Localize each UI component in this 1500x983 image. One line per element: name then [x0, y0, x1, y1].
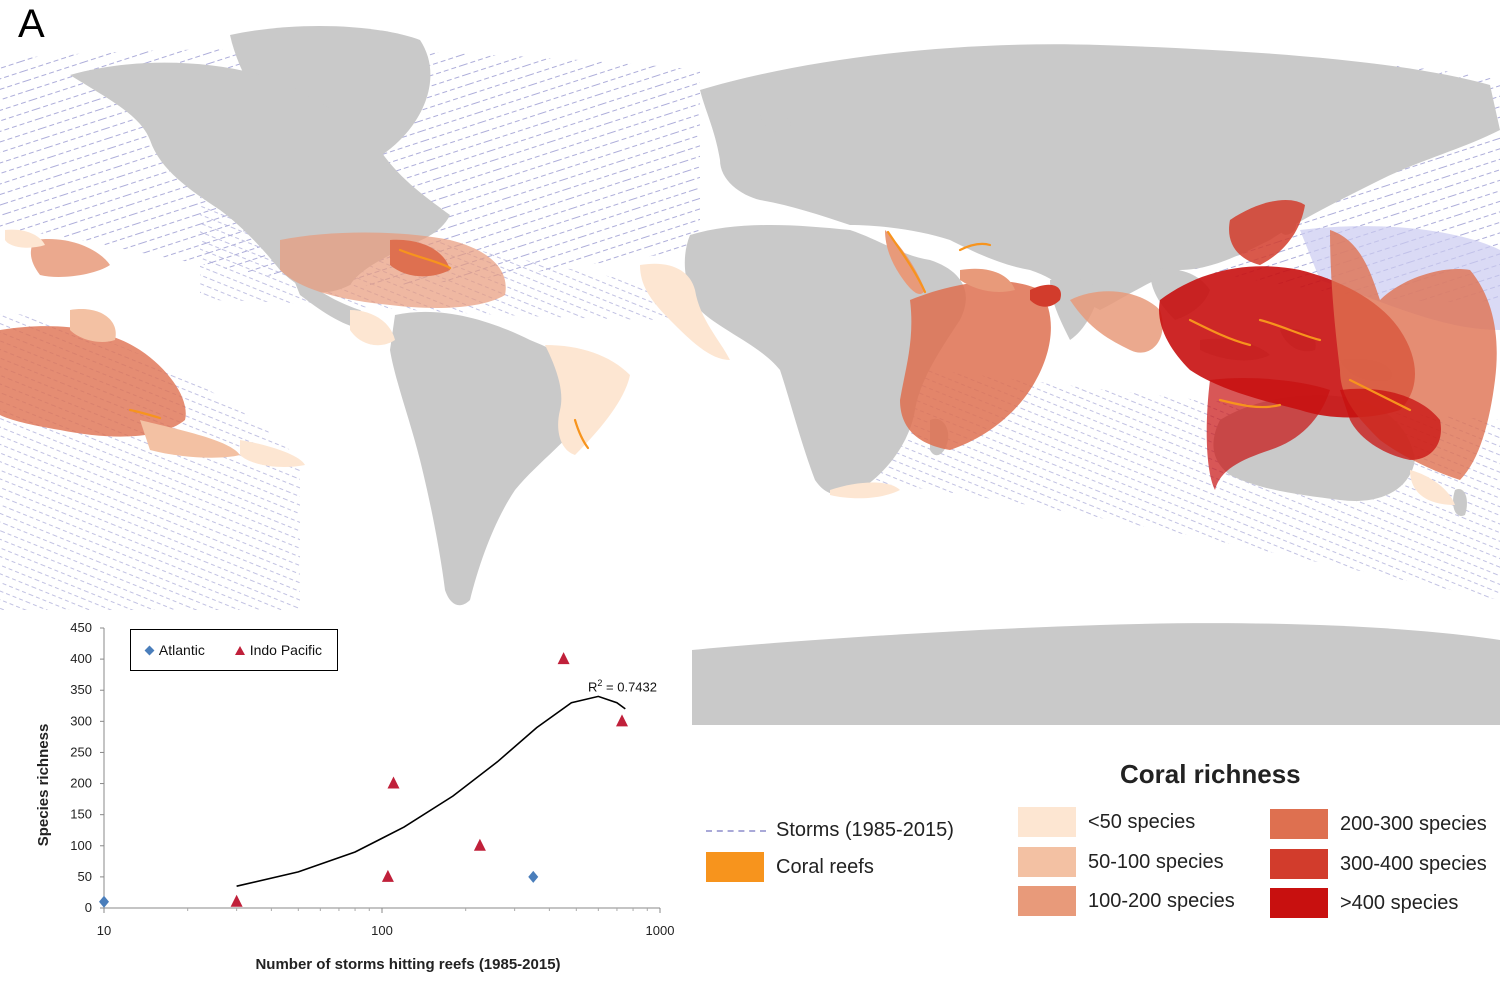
swatch-lt50: [1018, 807, 1076, 837]
swatch-50-100: [1018, 847, 1076, 877]
y-tick-label: 0: [85, 900, 92, 915]
legend-indo-pacific-label: Indo Pacific: [249, 642, 323, 658]
storm-dash-swatch: [706, 829, 766, 832]
legend-storms-label: Storms (1985-2015): [776, 819, 954, 841]
atlantic-point: [528, 870, 539, 883]
chart-background: [0, 610, 690, 983]
legend-class-200-300: 200-300 species: [1270, 809, 1487, 839]
y-axis-title: Species richness: [35, 724, 52, 847]
y-tick-label: 200: [70, 776, 92, 791]
x-tick-label: 100: [371, 923, 393, 938]
y-tick-label: 250: [70, 744, 92, 759]
plot-points: [99, 652, 629, 908]
legend-class-50-100: 50-100 species: [1018, 847, 1224, 877]
coral-richness-zones: [0, 200, 1497, 505]
indo-pacific-point: [381, 869, 394, 882]
x-tick-label: 10: [97, 923, 111, 938]
y-tick-label: 100: [70, 838, 92, 853]
atlantic-point: [99, 895, 109, 908]
swatch-gt400: [1270, 888, 1328, 918]
r2-value: = 0.7432: [606, 679, 657, 695]
r2-symbol: R: [588, 679, 598, 695]
r-squared-annotation: R2 = 0.7432: [588, 678, 657, 695]
swatch-300-400: [1270, 849, 1328, 879]
legend-class-100-200: 100-200 species: [1018, 886, 1235, 916]
swatch-100-200: [1018, 886, 1076, 916]
plot-ticks: 0 50 100 150 200 250 300 350 400 450 10 100 1000: [70, 620, 674, 938]
coral-reef-lines: [128, 230, 1412, 450]
reef-swatch: [706, 852, 764, 882]
legend-class-300-400: 300-400 species: [1270, 849, 1487, 879]
panel-a-label: A: [18, 2, 45, 46]
legend-class-label: >400 species: [1340, 891, 1459, 914]
y-tick-label: 150: [70, 807, 92, 822]
y-tick-label: 450: [70, 620, 92, 635]
legend-class-label: 300-400 species: [1340, 852, 1487, 875]
legend-indo-pacific: Indo Pacific: [234, 642, 323, 658]
legend-atlantic: Atlantic: [144, 642, 205, 658]
indo-pacific-point: [473, 838, 486, 851]
indo-pacific-point: [557, 652, 570, 665]
legend-title: Coral richness: [1120, 759, 1301, 789]
x-tick-label: 1000: [646, 923, 675, 938]
y-tick-label: 400: [70, 651, 92, 666]
triangle-marker-icon: [234, 645, 245, 655]
legend-class-label: 50-100 species: [1088, 850, 1224, 873]
legend-class-label: 100-200 species: [1088, 889, 1235, 912]
legend-atlantic-label: Atlantic: [158, 642, 205, 658]
indo-pacific-point: [230, 894, 243, 907]
y-tick-label: 300: [70, 713, 92, 728]
diamond-marker-icon: [144, 645, 155, 655]
map-legend: Coral richness Storms (1985-2015) Coral …: [700, 755, 1500, 983]
legend-reefs: Coral reefs: [706, 852, 874, 882]
legend-class-gt400: >400 species: [1270, 888, 1458, 918]
indo-pacific-point: [616, 714, 629, 727]
x-axis-title: Number of storms hitting reefs (1985-201…: [255, 956, 560, 973]
scatter-chart: 0 50 100 150 200 250 300 350 400 450 10 100 1000 Num…: [0, 610, 690, 983]
swatch-200-300: [1270, 809, 1328, 839]
legend-class-label: 200-300 species: [1340, 812, 1487, 835]
y-tick-label: 350: [70, 682, 92, 697]
legend-class-label: <50 species: [1088, 810, 1196, 833]
y-tick-label: 50: [78, 869, 92, 884]
scatter-legend: Atlantic Indo Pacific: [130, 629, 338, 671]
indo-pacific-point: [387, 776, 400, 789]
legend-reefs-label: Coral reefs: [776, 855, 874, 878]
legend-class-lt50: <50 species: [1018, 807, 1195, 837]
trendline: [236, 695, 626, 887]
legend-storms: Storms (1985-2015): [706, 819, 954, 842]
